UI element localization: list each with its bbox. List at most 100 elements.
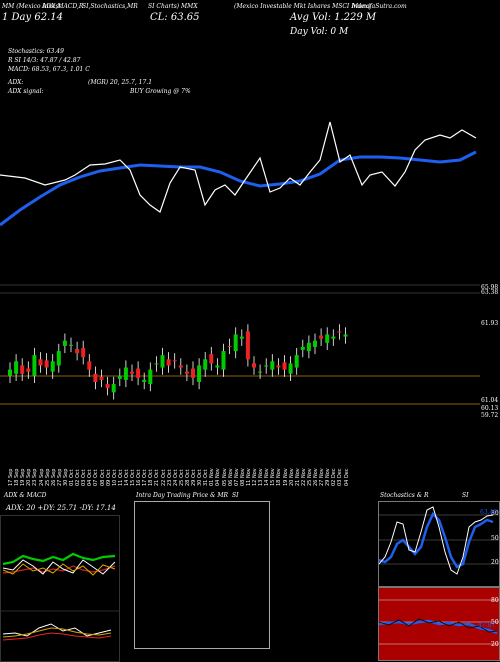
candle-body bbox=[215, 365, 220, 368]
candle-body bbox=[148, 369, 153, 385]
rsi-value-label: 47.87 bbox=[478, 622, 496, 629]
rsi-plot bbox=[379, 599, 499, 645]
date-label: 21 Oct bbox=[154, 469, 161, 486]
candle-body bbox=[130, 371, 134, 374]
candle-body bbox=[142, 379, 147, 382]
candle-body bbox=[56, 351, 61, 366]
candle-body bbox=[313, 340, 317, 347]
date-label: 22 Oct bbox=[160, 469, 167, 486]
candle-body bbox=[191, 368, 195, 378]
adx-signal-value: BUY Growing @ 7% bbox=[130, 88, 191, 95]
date-label: 03 Dec bbox=[337, 468, 344, 486]
date-label: 30 Sep bbox=[62, 468, 69, 486]
date-label: 10 Oct bbox=[111, 469, 118, 486]
date-label: 19 Nov bbox=[282, 468, 289, 486]
candle-body bbox=[160, 355, 165, 368]
adx-macd-panel bbox=[0, 515, 120, 662]
candle-body bbox=[111, 384, 116, 393]
candle-body bbox=[294, 355, 299, 368]
candle-body bbox=[172, 360, 177, 362]
adx-macd-plot bbox=[1, 552, 119, 641]
price-line bbox=[0, 121, 477, 213]
candle-body bbox=[178, 365, 183, 368]
trend-indicator-chart bbox=[0, 121, 477, 227]
candle-body bbox=[300, 346, 305, 350]
candle-body bbox=[343, 334, 348, 337]
date-label: 05 Nov bbox=[221, 468, 228, 486]
candlestick-chart bbox=[0, 284, 480, 405]
candle-body bbox=[8, 369, 12, 376]
candle-body bbox=[69, 344, 73, 346]
date-label: 11 Oct bbox=[117, 469, 124, 486]
date-label: 07 Nov bbox=[233, 468, 240, 486]
adx-label: ADX: bbox=[8, 79, 24, 86]
date-label: 25 Oct bbox=[178, 469, 185, 486]
date-label: 21 Nov bbox=[294, 468, 301, 486]
header-close: CL: 63.65 bbox=[150, 12, 200, 23]
adx-signal-label: ADX signal: bbox=[8, 88, 44, 95]
candle-body bbox=[282, 362, 287, 370]
adx-values: (MGR) 20, 25.7, 17.1 bbox=[88, 79, 153, 86]
candle-body bbox=[331, 336, 336, 339]
candle-body bbox=[276, 365, 281, 368]
candle-body bbox=[87, 361, 92, 370]
date-label: 23 Oct bbox=[166, 469, 173, 486]
candle-body bbox=[75, 348, 80, 354]
candle-body bbox=[233, 334, 238, 352]
intraday-si: SI bbox=[232, 492, 239, 499]
header-title-5: (Mexico Investable Mkt Ishares MSCI Inde… bbox=[234, 3, 371, 10]
date-label: 04 Nov bbox=[215, 468, 222, 486]
adx-macd-title: ADX & MACD bbox=[4, 492, 47, 499]
stoch-rsi-title: Stochastics & R bbox=[380, 492, 429, 499]
date-label: 25 Nov bbox=[306, 468, 313, 486]
candle-body bbox=[117, 375, 122, 379]
header-title-4: SI Charts) MMX bbox=[148, 3, 198, 10]
candle-body bbox=[14, 361, 19, 374]
candle-body bbox=[38, 359, 43, 366]
intraday-title: Intra Day Trading Price & MR bbox=[136, 492, 229, 499]
date-label: 07 Oct bbox=[93, 469, 100, 486]
header-avg-vol: Avg Vol: 1.229 M bbox=[290, 12, 377, 23]
candle-body bbox=[123, 367, 128, 380]
date-label: 20 Nov bbox=[288, 468, 295, 486]
candle-body bbox=[245, 331, 250, 360]
date-label: 04 Dec bbox=[343, 468, 350, 486]
candle-body bbox=[20, 365, 25, 374]
header-day-vol: Day Vol: 0 M bbox=[290, 27, 349, 37]
candle-body bbox=[337, 331, 342, 333]
candle-body bbox=[93, 373, 98, 382]
stoch-value-label: 63.49 bbox=[480, 509, 498, 516]
date-label: 25 Sep bbox=[44, 468, 51, 486]
header-title-1: MM (Mexico Invest bbox=[2, 3, 62, 10]
candle-body bbox=[50, 361, 55, 372]
date-label: 09 Oct bbox=[105, 469, 112, 486]
candle-body bbox=[264, 365, 269, 367]
rsi-text: R SI 14/3: 47.87 / 42.87 bbox=[8, 57, 81, 64]
date-label: 18 Nov bbox=[276, 468, 283, 486]
adx-macd-values: ADX: 20 +DY: 25.71 -DY: 17.14 bbox=[6, 504, 116, 512]
header-day-change: 1 Day 62.14 bbox=[2, 12, 63, 23]
header-title-3: SI,Stochastics,MR bbox=[82, 3, 138, 10]
candle-body bbox=[81, 347, 86, 358]
candle-body bbox=[44, 360, 49, 368]
candle-body bbox=[184, 371, 189, 374]
date-label: 24 Oct bbox=[172, 469, 179, 486]
rsi-tick-50: 50 bbox=[491, 619, 499, 626]
rsi-panel bbox=[378, 587, 500, 661]
candle-body bbox=[319, 335, 324, 339]
candle-body bbox=[136, 368, 141, 378]
stochastics-panel bbox=[378, 501, 500, 587]
price-tick-4: 61.04 bbox=[481, 397, 499, 404]
date-label: 11 Nov bbox=[245, 468, 252, 486]
date-label: 22 Nov bbox=[300, 468, 307, 486]
candle-body bbox=[32, 355, 37, 376]
ema-line bbox=[0, 150, 477, 227]
candle-body bbox=[62, 340, 67, 346]
intraday-panel bbox=[134, 501, 270, 649]
candle-body bbox=[105, 384, 110, 389]
candle-body bbox=[154, 363, 159, 365]
date-label: 08 Oct bbox=[99, 469, 106, 486]
candle-body bbox=[270, 361, 275, 370]
stoch-rsi-si: SI bbox=[462, 492, 469, 499]
date-label: 06 Nov bbox=[227, 468, 234, 486]
